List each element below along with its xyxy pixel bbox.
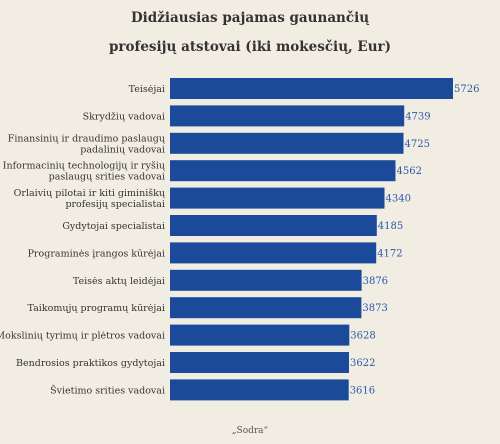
category-label: Programinės įrangos kūrėjai xyxy=(28,248,165,259)
bar-value-label: 4725 xyxy=(405,139,430,150)
category-label-line: Finansinių ir draudimo paslaugų xyxy=(8,133,166,144)
category-label: Mokslinių tyrimų ir plėtros vadovai xyxy=(0,331,165,342)
category-label: Teisės aktų leidėjai xyxy=(73,276,165,287)
category-label: Skrydžių vadovai xyxy=(83,111,165,122)
chart-title-line2: profesijų atstovai (iki mokesčių, Eur) xyxy=(108,39,392,55)
category-label-line: Gydytojai specialistai xyxy=(62,221,165,232)
bar xyxy=(170,352,349,373)
category-label-line: Bendrosios praktikos gydytojai xyxy=(16,358,165,369)
bar xyxy=(170,379,349,401)
category-label-line: Programinės įrangos kūrėjai xyxy=(28,248,165,259)
bar xyxy=(170,242,377,264)
category-label: Bendrosios praktikos gydytojai xyxy=(16,358,165,369)
category-label-line: Informacinių technologijų ir ryšių xyxy=(3,161,166,172)
category-label: Informacinių technologijų ir ryšių paslau… xyxy=(3,161,166,183)
bar xyxy=(170,269,362,291)
category-label: Finansinių ir draudimo paslaugų padalinių… xyxy=(8,133,166,155)
category-label: Orlaivių pilotai ir kiti giminiškų profes… xyxy=(14,188,166,210)
bar-value-label: 5726 xyxy=(454,84,479,95)
bar xyxy=(170,105,405,127)
bar-value-label: 4185 xyxy=(378,221,403,232)
bar-value-label: 4340 xyxy=(386,194,411,205)
category-label: Gydytojai specialistai xyxy=(62,221,165,232)
bar-value-label: 3876 xyxy=(363,276,388,287)
category-label: Švietimo srities vadovai xyxy=(50,384,165,396)
category-label-line: padalinių vadovai xyxy=(80,144,165,155)
bar-value-label: 3622 xyxy=(350,358,375,369)
category-label-line: Taikomųjų programų kūrėjai xyxy=(28,303,165,314)
bar-value-label: 4562 xyxy=(397,166,422,177)
bar xyxy=(170,297,362,319)
bar-value-label: 3628 xyxy=(350,331,375,342)
category-label: Taikomųjų programų kūrėjai xyxy=(28,303,165,314)
bar-value-label: 3873 xyxy=(362,303,387,314)
bar-value-label: 4172 xyxy=(377,248,402,259)
category-label-line: Orlaivių pilotai ir kiti giminiškų xyxy=(14,188,166,199)
category-label-line: Teisės aktų leidėjai xyxy=(73,276,165,287)
source-label: „Sodra“ xyxy=(231,426,269,436)
category-label-line: Mokslinių tyrimų ir plėtros vadovai xyxy=(0,331,165,342)
category-label-line: Skrydžių vadovai xyxy=(83,111,165,122)
bar-value-label: 3616 xyxy=(350,385,375,396)
bar xyxy=(170,187,385,209)
category-label: Teisėjai xyxy=(129,84,165,95)
category-label-line: Švietimo srities vadovai xyxy=(50,384,165,396)
bar xyxy=(170,215,377,236)
chart-title-line1: Didžiausias pajamas gaunančių xyxy=(130,10,370,26)
bar xyxy=(170,78,453,99)
bar xyxy=(170,324,350,346)
bar xyxy=(170,132,404,154)
category-label-line: Teisėjai xyxy=(129,84,165,95)
bar-value-label: 4739 xyxy=(405,111,430,122)
category-label-line: paslaugų srities vadovai xyxy=(49,172,165,183)
category-label-line: profesijų specialistai xyxy=(65,199,165,210)
bar xyxy=(170,160,396,182)
